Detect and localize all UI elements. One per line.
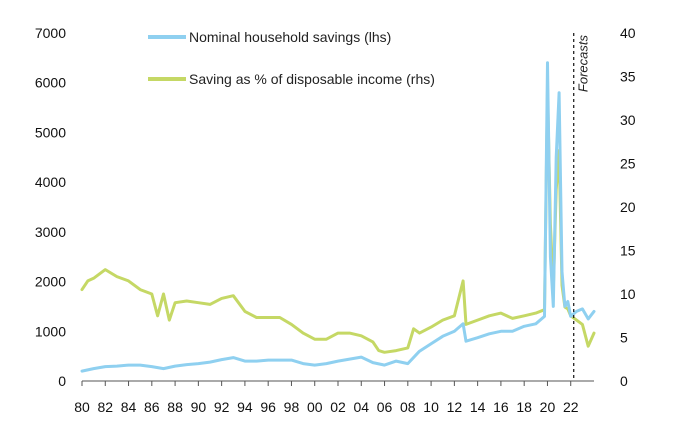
series-line-nominal-savings: [80, 61, 596, 373]
y-left-tick-label: 2000: [35, 274, 66, 290]
series-layer: [80, 61, 596, 373]
x-tick-label: 14: [470, 399, 486, 415]
y-left-tick-label: 0: [58, 373, 66, 389]
series-line-saving-ratio: [80, 88, 596, 354]
x-tick-label: 84: [121, 399, 137, 415]
y-axis-right: 0 5 10 15 20 25 30 35 40: [620, 25, 636, 389]
y-right-tick-label: 30: [620, 112, 636, 128]
legend-label: Nominal household savings (lhs): [189, 29, 391, 45]
x-tick-label: 06: [377, 399, 393, 415]
x-tick-label: 18: [516, 399, 532, 415]
y-right-tick-label: 35: [620, 69, 636, 85]
y-left-tick-label: 7000: [35, 25, 66, 41]
x-tick-label: 94: [237, 399, 253, 415]
x-tick-label: 12: [447, 399, 463, 415]
forecast-label: Forecasts: [576, 35, 591, 93]
y-right-tick-label: 15: [620, 243, 636, 259]
y-right-tick-label: 20: [620, 199, 636, 215]
y-left-tick-label: 4000: [35, 174, 66, 190]
y-left-tick-label: 5000: [35, 124, 66, 140]
y-left-tick-label: 1000: [35, 323, 66, 339]
x-tick-label: 90: [191, 399, 207, 415]
y-left-tick-label: 3000: [35, 224, 66, 240]
y-right-tick-label: 5: [620, 330, 628, 346]
x-tick-label: 04: [353, 399, 369, 415]
x-tick-label: 22: [563, 399, 579, 415]
x-tick-label: 80: [74, 399, 90, 415]
legend: Nominal household savings (lhs) Saving as…: [148, 29, 435, 87]
x-tick-label: 02: [330, 399, 346, 415]
y-right-tick-label: 25: [620, 156, 636, 172]
x-tick-label: 96: [260, 399, 276, 415]
x-tick-label: 86: [144, 399, 160, 415]
y-right-tick-label: 0: [620, 373, 628, 389]
x-tick-label: 00: [307, 399, 323, 415]
x-tick-label: 82: [97, 399, 113, 415]
x-tick-label: 16: [493, 399, 509, 415]
legend-label: Saving as % of disposable income (rhs): [189, 71, 435, 87]
x-tick-label: 92: [214, 399, 230, 415]
x-tick-label: 88: [167, 399, 183, 415]
x-tick-label: 98: [284, 399, 300, 415]
x-axis: 80 82 84 86 88 90 92 94 96 98 00 02 04 06 08 10 12 14 16 18…: [74, 381, 579, 415]
x-tick-label: 20: [540, 399, 556, 415]
y-left-tick-label: 6000: [35, 75, 66, 91]
y-axis-left: 0 1000 2000 3000 4000 5000 6000 7000: [35, 25, 66, 389]
y-right-tick-label: 40: [620, 25, 636, 41]
x-tick-label: 10: [423, 399, 439, 415]
x-tick-label: 08: [400, 399, 416, 415]
y-right-tick-label: 10: [620, 286, 636, 302]
